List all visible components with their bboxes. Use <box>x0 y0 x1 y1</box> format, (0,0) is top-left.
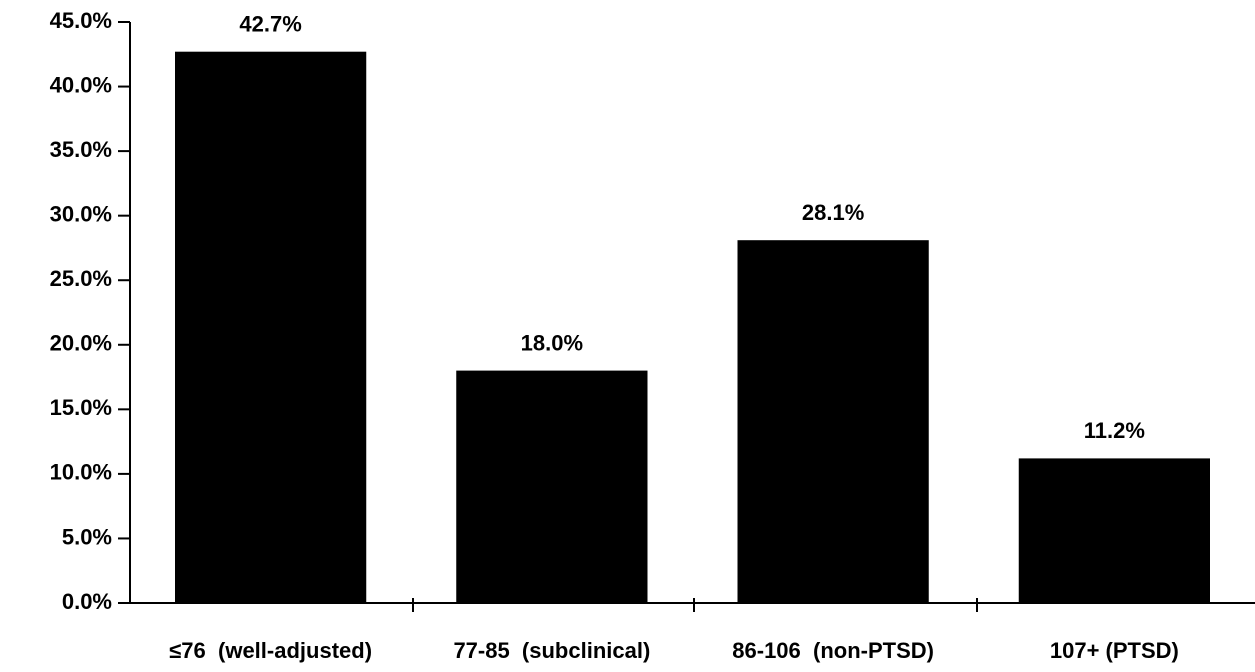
y-tick-label: 40.0% <box>50 72 112 97</box>
value-label: 28.1% <box>802 200 864 225</box>
bar <box>175 51 367 603</box>
bar <box>1018 458 1210 603</box>
y-tick-label: 5.0% <box>62 524 112 549</box>
y-tick-label: 15.0% <box>50 395 112 420</box>
x-tick-label: 77-85 (subclinical) <box>453 638 650 663</box>
value-label: 11.2% <box>1084 418 1145 443</box>
y-tick-label: 35.0% <box>50 137 112 162</box>
x-tick-label: ≤76 (well-adjusted) <box>169 638 372 663</box>
y-tick-label: 0.0% <box>62 589 112 614</box>
x-tick-label: 86-106 (non-PTSD) <box>732 638 934 663</box>
y-tick-label: 30.0% <box>50 201 112 226</box>
y-tick-label: 10.0% <box>50 460 112 485</box>
y-tick-label: 25.0% <box>50 266 112 291</box>
y-tick-label: 45.0% <box>50 8 112 33</box>
y-tick-label: 20.0% <box>50 331 112 356</box>
bar <box>737 240 929 603</box>
value-label: 42.7% <box>239 12 301 37</box>
value-label: 18.0% <box>521 330 583 355</box>
x-tick-label: 107+ (PTSD) <box>1050 638 1179 663</box>
bar <box>456 370 648 603</box>
